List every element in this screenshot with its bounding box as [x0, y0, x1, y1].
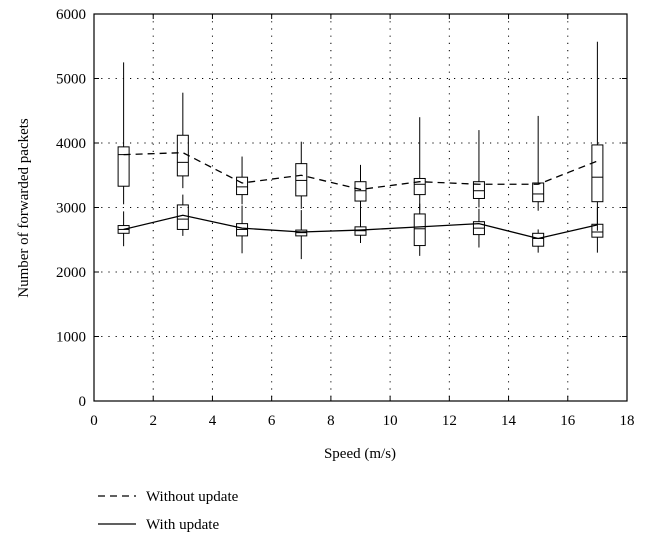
x-tick-labels: 0 2 4 6 8 10 12 14 16 18 [90, 413, 634, 429]
x-tick-label: 14 [501, 413, 517, 429]
boxplots [117, 41, 604, 260]
box-body [532, 182, 545, 203]
box-plot [176, 194, 189, 236]
box-plot [295, 210, 308, 260]
box-plot [117, 62, 130, 205]
box-plot [295, 141, 308, 209]
box-plot [176, 92, 189, 189]
x-tick-label: 16 [560, 413, 576, 429]
x-axis-label: Speed (m/s) [324, 446, 396, 462]
x-tick-label: 2 [149, 413, 157, 429]
box-plot [591, 207, 604, 253]
y-tick-label: 1000 [56, 330, 86, 346]
x-tick-label: 0 [90, 413, 98, 429]
y-axis-label: Number of forwarded packets [16, 118, 32, 298]
series-line [123, 152, 598, 191]
y-tick-label: 3000 [56, 201, 86, 217]
x-tick-label: 4 [209, 413, 217, 429]
series-lines [123, 152, 598, 240]
y-tick-label: 2000 [56, 265, 86, 281]
legend-label: With update [146, 517, 219, 533]
box-plot [236, 156, 249, 205]
box-body [591, 144, 604, 203]
x-tick-label: 8 [327, 413, 335, 429]
box-body [117, 146, 130, 187]
box-body [591, 223, 604, 238]
box-body [472, 181, 485, 199]
box-plot [413, 203, 426, 256]
box-body [176, 134, 189, 177]
box-plot [236, 205, 249, 254]
legend-item: Without update [98, 489, 239, 505]
y-tick-label: 6000 [56, 7, 86, 23]
box-body [176, 204, 189, 230]
y-tick-label: 4000 [56, 136, 86, 152]
x-tick-label: 12 [442, 413, 457, 429]
y-tick-label: 5000 [56, 72, 86, 88]
box-plot [532, 115, 545, 211]
legend-label: Without update [146, 489, 239, 505]
series-line [123, 214, 598, 240]
y-tick-labels: 0 1000 2000 3000 4000 5000 6000 [56, 7, 86, 410]
box-plot [472, 130, 485, 208]
box-body [236, 176, 249, 196]
box-plot [117, 211, 130, 247]
box-plot [591, 41, 604, 231]
box-plot [472, 208, 485, 248]
x-tick-label: 6 [268, 413, 276, 429]
box-body [295, 163, 308, 197]
x-tick-label: 18 [620, 413, 635, 429]
x-tick-label: 10 [383, 413, 398, 429]
box-body [413, 213, 426, 247]
box-body [354, 181, 367, 202]
legend: Without update With update [98, 489, 239, 533]
legend-item: With update [98, 517, 219, 533]
axis-ticks [93, 13, 628, 402]
box-body [532, 232, 545, 247]
box-plot [413, 117, 426, 211]
box-plot [354, 211, 367, 243]
box-plot [532, 229, 545, 253]
y-tick-label: 0 [79, 394, 87, 410]
box-body [413, 177, 426, 196]
